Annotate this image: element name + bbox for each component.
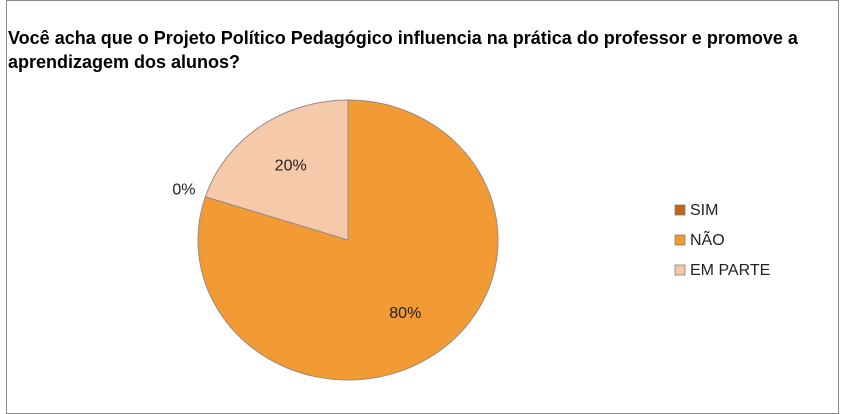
data-label: 20%	[275, 158, 307, 175]
data-label: 80%	[389, 305, 421, 322]
legend-label: NÃO	[690, 229, 725, 249]
chart-title: Você acha que o Projeto Político Pedagóg…	[8, 28, 798, 72]
legend-swatch	[674, 234, 686, 246]
data-label: 0%	[172, 181, 195, 198]
legend-swatch	[674, 204, 686, 216]
legend-label: EM PARTE	[690, 262, 770, 279]
pie-slice	[204, 99, 349, 241]
legend-label: SIM	[690, 202, 718, 219]
legend-swatch	[674, 264, 686, 276]
